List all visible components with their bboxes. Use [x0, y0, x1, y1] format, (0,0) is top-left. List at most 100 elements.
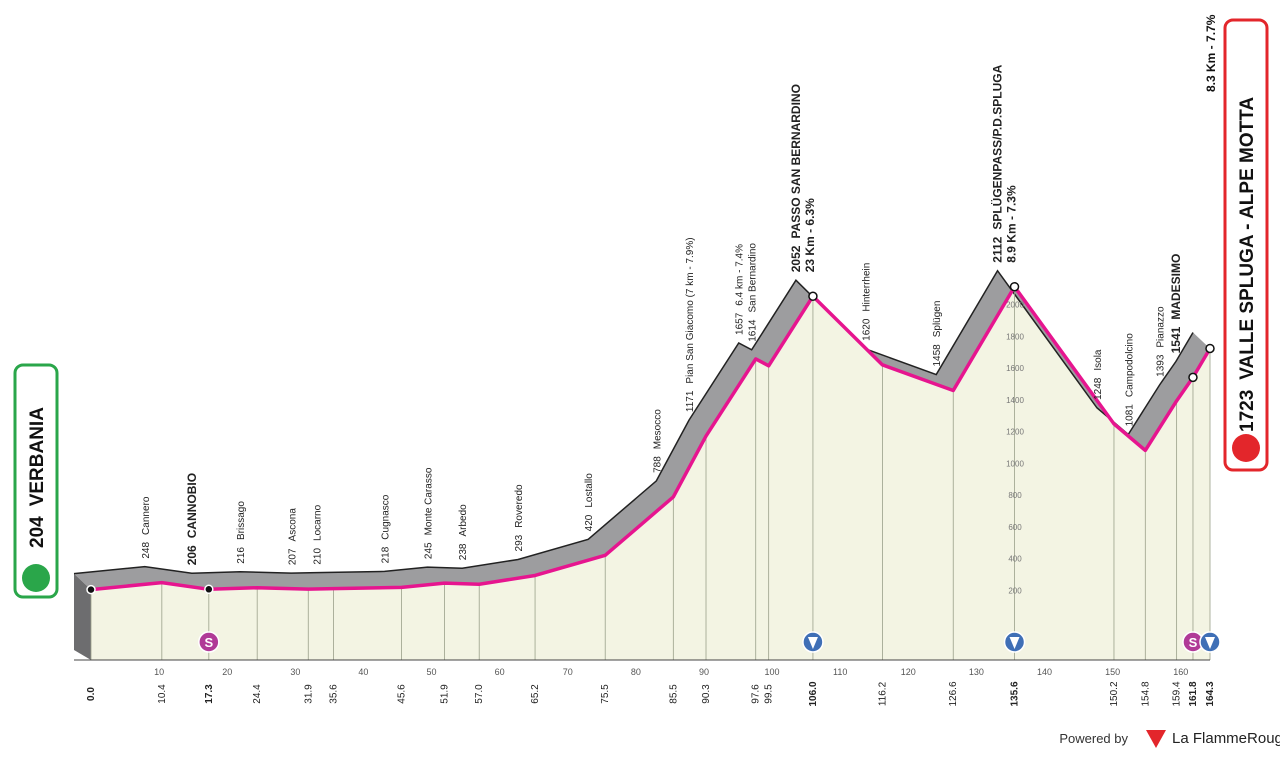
- waypoint-altitude: 420: [584, 514, 595, 531]
- waypoint-altitude: 2112: [991, 236, 1005, 262]
- waypoint-name: SPLÜGENPASS/P.D.SPLUGA: [990, 64, 1005, 229]
- waypoint-name: Mesocco: [652, 409, 663, 449]
- km-label: 154.8: [1140, 681, 1151, 706]
- x-tick-label: 80: [631, 667, 641, 677]
- waypoint-label: 206 CANNOBIO: [185, 473, 199, 565]
- waypoint-label: 1393 Pianazzo: [1156, 306, 1167, 377]
- km-label: 35.6: [328, 684, 339, 704]
- waypoint-label: 1541 MADESIMO: [1169, 254, 1183, 354]
- km-label: 85.5: [668, 684, 679, 704]
- x-tick-label: 60: [495, 667, 505, 677]
- finish-name: VALLE SPLUGA - ALPE MOTTA: [1237, 97, 1258, 380]
- start-altitude: 204: [27, 516, 48, 548]
- km-label: 159.4: [1172, 681, 1183, 706]
- km-label: 0.0: [86, 687, 97, 701]
- y-tick-label: 800: [1008, 491, 1022, 500]
- y-tick-label: 400: [1008, 555, 1022, 564]
- waypoint-name: Campodolcino: [1124, 333, 1135, 397]
- waypoint-label: 245 Monte Carasso: [423, 467, 434, 559]
- x-tick-label: 90: [699, 667, 709, 677]
- waypoint-name: PASSO SAN BERNARDINO: [789, 84, 803, 238]
- finish-icon: [1232, 434, 1260, 462]
- waypoint-label: 1620 Hinterrhein: [861, 263, 872, 341]
- waypoint-name: Locarno: [312, 504, 323, 541]
- x-tick-label: 10: [154, 667, 164, 677]
- waypoint-label: 293 Roveredo: [514, 484, 525, 551]
- x-tick-label: 70: [563, 667, 573, 677]
- waypoint-name: Lostallo: [584, 473, 595, 508]
- km-label: 31.9: [303, 684, 314, 704]
- waypoint-label: 2112 SPLÜGENPASS/P.D.SPLUGA: [990, 64, 1005, 262]
- start-label: 204 VERBANIA: [27, 407, 48, 548]
- x-tick-label: 40: [358, 667, 368, 677]
- finish-label: 1723 VALLE SPLUGA - ALPE MOTTA: [1237, 97, 1258, 432]
- waypoint-name: Pianazzo: [1156, 306, 1167, 348]
- km-label: 65.2: [530, 684, 541, 704]
- waypoint-altitude: 210: [312, 548, 323, 565]
- x-tick-label: 150: [1105, 667, 1120, 677]
- waypoint-altitude: 1393: [1156, 354, 1167, 377]
- waypoint-altitude: 238: [458, 543, 469, 560]
- y-tick-label: 1200: [1006, 428, 1024, 437]
- credit: Powered by: [1059, 731, 1128, 746]
- km-label: 164.3: [1205, 681, 1216, 706]
- x-tick-label: 130: [969, 667, 984, 677]
- km-label: 126.6: [948, 681, 959, 706]
- x-tick-label: 160: [1173, 667, 1188, 677]
- profile-fill: [91, 286, 1210, 660]
- waypoint-name: Arbedo: [458, 504, 469, 537]
- waypoint-label: 1458 Splügen: [932, 301, 943, 367]
- km-label: 10.4: [157, 684, 168, 704]
- y-tick-label: 1800: [1006, 332, 1024, 341]
- waypoint-name: Isola: [1093, 349, 1104, 371]
- waypoint-dot: [1188, 372, 1198, 383]
- waypoint-dot: [1009, 281, 1020, 292]
- waypoint-label: 1248 Isola: [1093, 349, 1104, 400]
- waypoint-label: 218 Cugnasco: [381, 494, 392, 563]
- waypoint-altitude: 1620: [861, 318, 872, 341]
- sprint-icon: [198, 631, 220, 653]
- km-label: 17.3: [204, 684, 215, 704]
- km-label: 135.6: [1010, 681, 1021, 706]
- km-label: 116.2: [877, 681, 888, 706]
- waypoint-name: Roveredo: [514, 484, 525, 528]
- waypoint-name: 6.4 km - 7.4%: [735, 244, 746, 306]
- start-badge: [13, 363, 59, 599]
- y-tick-label: 2000: [1006, 301, 1024, 310]
- x-tick-label: 50: [427, 667, 437, 677]
- waypoint-label: 248 Cannero: [141, 496, 152, 558]
- km-label: 57.0: [474, 684, 485, 704]
- km-label: 97.6: [751, 684, 762, 704]
- waypoint-altitude: 216: [236, 547, 247, 564]
- y-tick-label: 1000: [1006, 459, 1024, 468]
- waypoint-label: 1171 Pian San Giacomo (7 km - 7.9%): [685, 237, 696, 412]
- start-name: VERBANIA: [27, 407, 48, 507]
- km-label: 75.5: [600, 684, 611, 704]
- kom-symbol: [1009, 637, 1020, 649]
- waypoint-label: 216 Brissago: [236, 501, 247, 564]
- profile-line: [90, 284, 1212, 592]
- y-tick-label: 1600: [1006, 364, 1024, 373]
- waypoint-name: Monte Carasso: [423, 467, 434, 535]
- waypoint-label: 1081 Campodolcino: [1124, 333, 1135, 427]
- waypoint-name: MADESIMO: [1169, 254, 1183, 320]
- waypoint-dot: [808, 291, 818, 301]
- waypoint-altitude: 207: [287, 548, 298, 565]
- waypoint-altitude: 1171: [685, 390, 696, 412]
- waypoint-name: Pian San Giacomo (7 km - 7.9%): [685, 237, 696, 383]
- waypoint-altitude: 206: [185, 545, 199, 565]
- waypoint-altitude: 1081: [1124, 404, 1135, 427]
- waypoint-altitude: 248: [141, 542, 152, 559]
- km-label: 99.5: [764, 684, 775, 704]
- waypoint-altitude: 245: [423, 542, 434, 559]
- waypoint-label: 1614 San Bernardino: [748, 243, 759, 342]
- waypoint-altitude: 788: [652, 456, 663, 473]
- kom-symbol: [1205, 637, 1215, 649]
- brand: La FlammeRouge: [1172, 730, 1280, 747]
- waypoint-name: San Bernardino: [748, 243, 759, 313]
- km-label: 45.6: [397, 684, 408, 704]
- waypoint-name: Hinterrhein: [861, 263, 872, 312]
- waypoint-altitude: 2052: [789, 245, 803, 272]
